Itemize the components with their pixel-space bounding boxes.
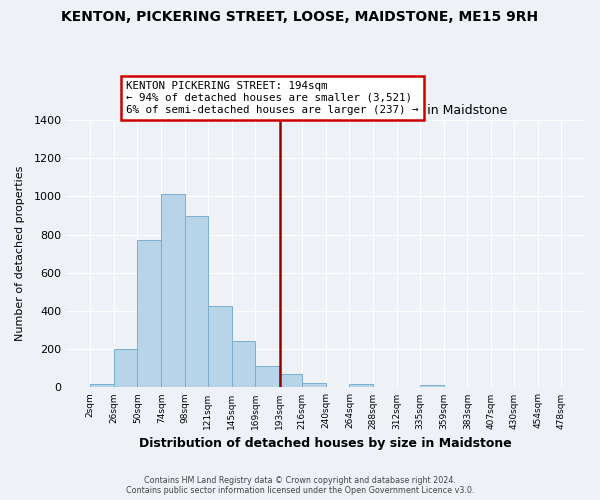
Bar	[256, 366, 279, 388]
Title: Size of property relative to detached houses in Maidstone: Size of property relative to detached ho…	[145, 104, 507, 118]
Bar	[232, 340, 256, 388]
Bar	[185, 216, 208, 388]
Bar	[420, 384, 443, 388]
Y-axis label: Number of detached properties: Number of detached properties	[15, 166, 25, 342]
Bar	[279, 374, 302, 388]
Bar	[90, 384, 113, 388]
Text: Contains HM Land Registry data © Crown copyright and database right 2024.
Contai: Contains HM Land Registry data © Crown c…	[126, 476, 474, 495]
Bar	[161, 194, 185, 388]
Text: KENTON PICKERING STREET: 194sqm
← 94% of detached houses are smaller (3,521)
6% : KENTON PICKERING STREET: 194sqm ← 94% of…	[126, 82, 418, 114]
Bar	[302, 382, 326, 388]
Bar	[208, 306, 232, 388]
Text: KENTON, PICKERING STREET, LOOSE, MAIDSTONE, ME15 9RH: KENTON, PICKERING STREET, LOOSE, MAIDSTO…	[61, 10, 539, 24]
Bar	[137, 240, 161, 388]
X-axis label: Distribution of detached houses by size in Maidstone: Distribution of detached houses by size …	[139, 437, 512, 450]
Bar	[113, 349, 137, 388]
Bar	[349, 384, 373, 388]
